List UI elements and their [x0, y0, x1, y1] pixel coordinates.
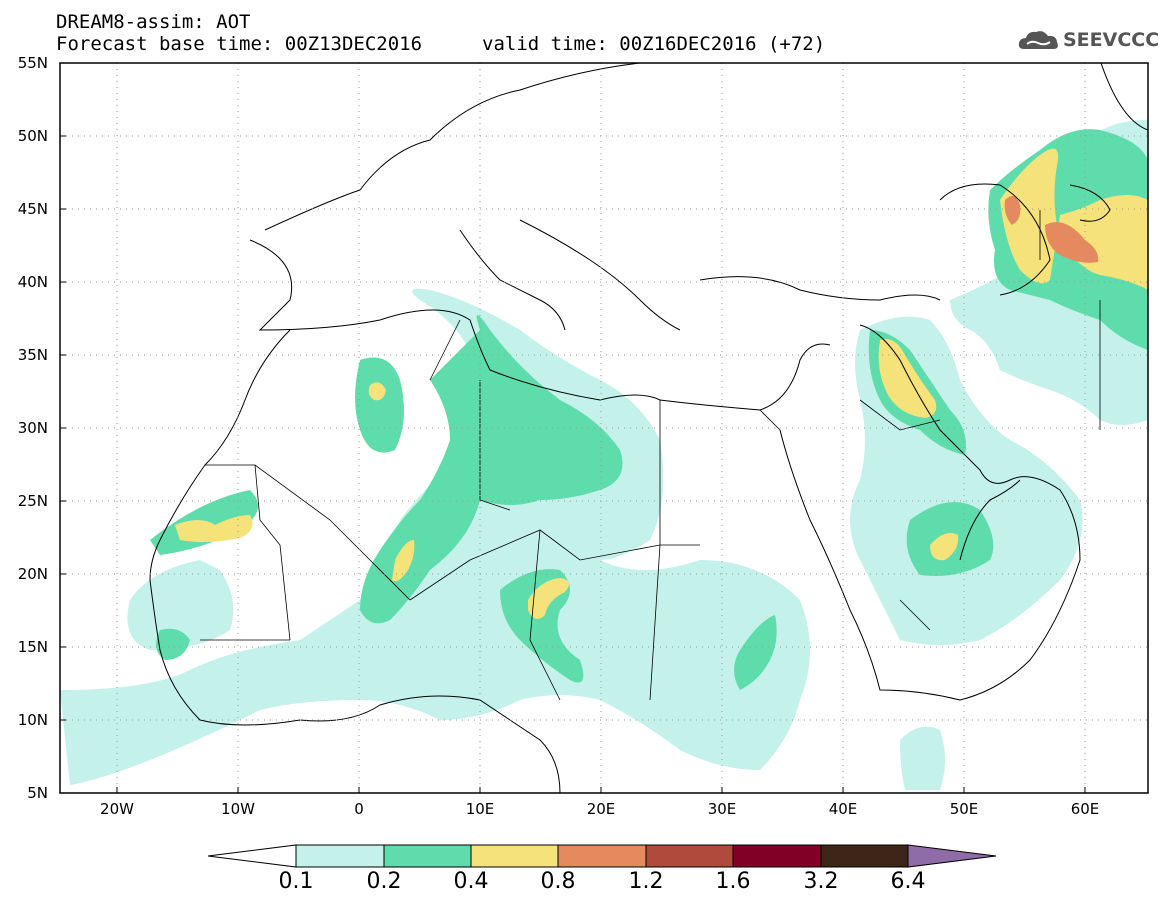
- valid-time: valid time: 00Z16DEC2016 (+72): [482, 33, 826, 55]
- colorbar-swatch-5: [645, 844, 734, 868]
- colorbar-swatch-7: [820, 844, 909, 868]
- colorbar-below-arrow: [207, 844, 297, 868]
- lat-label: 40N: [17, 273, 48, 291]
- coastlines: [149, 63, 1148, 793]
- logo-text: SEEVCCC: [1063, 29, 1160, 51]
- colorbar-label: 1.6: [715, 869, 751, 894]
- aot-level-0.4: [175, 148, 1148, 619]
- lat-label: 5N: [27, 784, 48, 802]
- colorbar-swatch-3: [470, 844, 559, 868]
- lat-label: 20N: [17, 565, 48, 583]
- lat-label: 10N: [17, 711, 48, 729]
- colorbar-label: 0.4: [453, 869, 489, 894]
- colorbar-label: 6.4: [890, 869, 926, 894]
- lat-label: 50N: [17, 127, 48, 145]
- colorbar-label: 1.2: [628, 869, 664, 894]
- borders: [200, 210, 1101, 701]
- colorbar: [207, 844, 997, 868]
- colorbar-label: 0.2: [366, 869, 402, 894]
- lat-label: 30N: [17, 419, 48, 437]
- lat-lon-grid: [60, 63, 1148, 793]
- colorbar-swatch-1: [295, 844, 385, 868]
- lat-label: 55N: [17, 54, 48, 72]
- lat-label: 25N: [17, 492, 48, 510]
- lon-label: 20E: [586, 800, 616, 818]
- colorbar-label: 0.8: [540, 869, 576, 894]
- map-title: DREAM8-assim: AOT: [56, 11, 251, 33]
- colorbar-swatch-2: [383, 844, 472, 868]
- lon-label: 10E: [465, 800, 495, 818]
- lon-label: 20W: [100, 800, 134, 818]
- colorbar-label: 3.2: [803, 869, 839, 894]
- cloud-icon: [1018, 31, 1058, 49]
- lon-label: 60E: [1070, 800, 1100, 818]
- colorbar-above-arrow: [907, 844, 997, 868]
- lon-label: 40E: [828, 800, 858, 818]
- colorbar-swatch-6: [732, 844, 822, 868]
- colorbar-label: 0.1: [278, 869, 314, 894]
- colorbar-swatch-4: [557, 844, 647, 868]
- lat-label: 15N: [17, 638, 48, 656]
- lat-label: 35N: [17, 346, 48, 364]
- aot-contours: [60, 120, 1148, 790]
- lon-label: 50E: [949, 800, 979, 818]
- forecast-base-time: Forecast base time: 00Z13DEC2016: [56, 33, 423, 55]
- lon-label: 10W: [221, 800, 255, 818]
- lon-label: 0: [354, 800, 364, 818]
- lon-label: 30E: [707, 800, 737, 818]
- lat-label: 45N: [17, 200, 48, 218]
- axis-ticks: [60, 62, 1086, 794]
- aot-level-0.8: [1004, 196, 1099, 263]
